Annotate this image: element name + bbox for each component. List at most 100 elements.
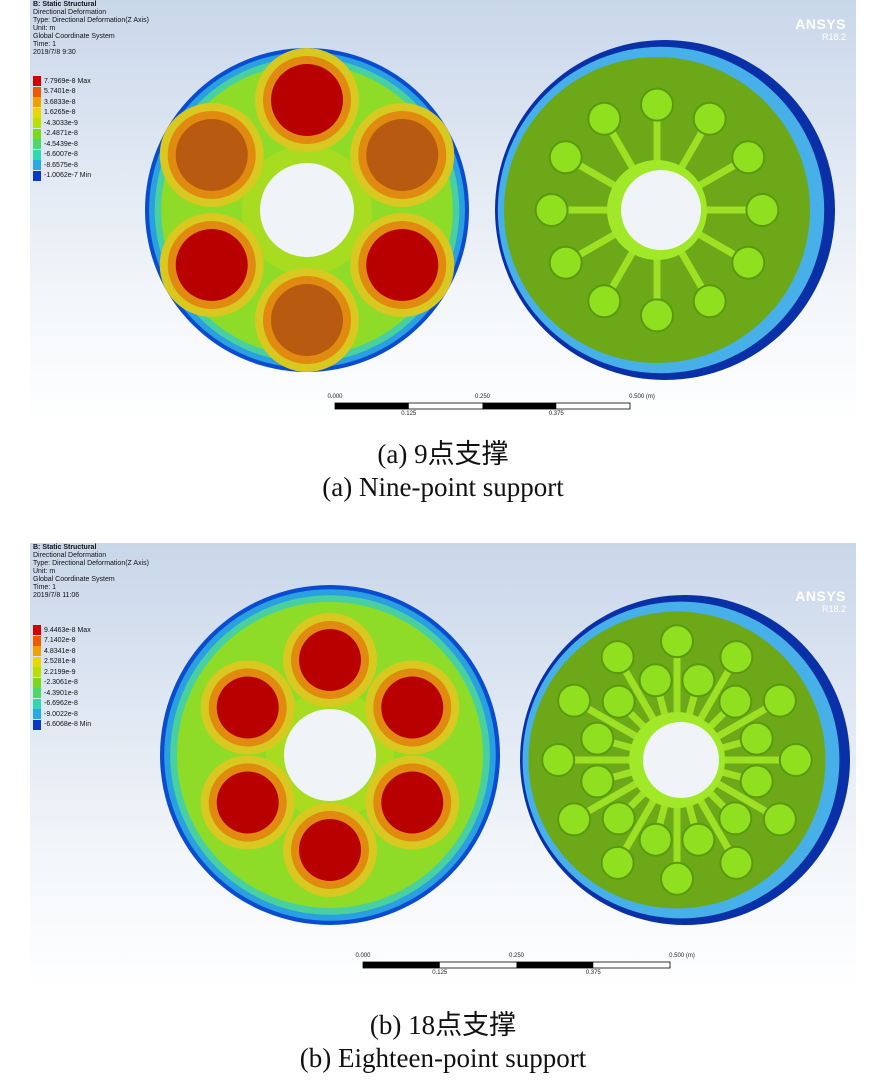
legend-label: -8.6575e-8 <box>44 161 78 169</box>
header-line: Global Coordinate System <box>33 576 115 583</box>
support-pad <box>640 298 674 333</box>
legend-swatch <box>33 139 41 150</box>
caption-en: (a) Nine-point support <box>322 472 564 502</box>
legend-row: -2.4871e-8 <box>33 128 91 140</box>
scale-label: 0.375 <box>585 970 601 976</box>
caption-cn: (b) 18点支撑 <box>369 1010 517 1040</box>
contour-band <box>216 676 279 739</box>
legend-label: 1.6265e-8 <box>44 109 76 117</box>
contour-band <box>271 64 343 136</box>
legend-label: -4.3901e-8 <box>44 689 78 697</box>
support-pad <box>580 764 615 799</box>
header-line: Time: 1 <box>33 41 57 48</box>
contour-plot <box>145 40 835 410</box>
caption-en: (b) Eighteen-point support <box>299 1043 587 1073</box>
scale-bar <box>482 403 557 409</box>
legend-swatch <box>33 709 41 720</box>
legend-row: -2.3061e-8 <box>33 677 91 689</box>
support-pad <box>541 743 576 777</box>
header-line: Type: Directional Deformation(Z Axis) <box>33 560 149 567</box>
support-pad <box>660 624 694 659</box>
legend-label: -2.3061e-8 <box>44 679 78 687</box>
support-pad <box>638 822 673 857</box>
legend-row: 2.5281e-8 <box>33 656 91 668</box>
header-line: Type: Directional Deformation(Z Axis) <box>33 17 149 24</box>
scale-bar <box>363 962 440 968</box>
support-pad <box>718 684 753 719</box>
legend-swatch <box>33 656 41 667</box>
support-pad <box>739 721 774 756</box>
support-pad <box>731 245 766 280</box>
scale-label: 0.000 <box>355 953 371 959</box>
legend-swatch <box>33 667 41 678</box>
contour-band <box>366 229 439 301</box>
legend-row: -4.5439e-8 <box>33 139 91 150</box>
legend-swatch <box>33 719 41 730</box>
legend-row: 1.6265e-8 <box>33 107 91 119</box>
support-pad <box>692 101 727 136</box>
header: B: Static Structural Directional Deformat… <box>33 1 149 57</box>
support-pad <box>587 284 622 319</box>
contour-plot <box>160 585 850 969</box>
legend-swatch <box>33 107 41 118</box>
scale-label: 0.500 (m) <box>629 394 655 400</box>
support-pad <box>601 801 636 836</box>
legend-label: 3.6833e-8 <box>44 98 76 106</box>
header-line: B: Static Structural <box>33 544 97 551</box>
center-hole <box>284 709 376 801</box>
contour-band <box>299 629 361 691</box>
logo: ANSYS R18.2 <box>795 16 846 42</box>
support-pad <box>587 101 622 136</box>
caption-cn: (a) 9点支撑 <box>377 439 509 469</box>
scale-label: 0.000 <box>327 394 343 400</box>
result-panel: 0.000 0.250 0.500 (m) 0.125 0.375 B: Static S… <box>30 543 856 990</box>
scale-label: 0.500 (m) <box>669 953 695 959</box>
legend-row: 3.6833e-8 <box>33 97 91 108</box>
support-pad <box>660 861 694 896</box>
scale-label: 0.125 <box>432 970 448 976</box>
support-pad <box>640 87 674 122</box>
header-line: Time: 1 <box>33 584 57 591</box>
legend-swatch <box>33 635 41 646</box>
legend-label: 2.5281e-8 <box>44 658 76 666</box>
logo-name: ANSYS <box>795 588 846 604</box>
legend-swatch <box>33 97 41 108</box>
scale-label: 0.375 <box>548 411 564 417</box>
legend-label: -4.5439e-8 <box>44 140 78 148</box>
support-pad <box>548 245 583 280</box>
contour-band <box>175 229 248 301</box>
center-hole <box>643 722 719 798</box>
support-pad <box>600 845 635 880</box>
support-pad <box>600 640 635 675</box>
legend-row: -6.6007e-8 <box>33 149 91 161</box>
legend-row: -4.3901e-8 <box>33 688 91 699</box>
header-line: Global Coordinate System <box>33 33 115 40</box>
support-pad <box>731 140 766 175</box>
support-pad <box>580 721 615 756</box>
contour-band <box>381 676 444 739</box>
legend-label: -6.6962e-8 <box>44 700 78 708</box>
legend-swatch <box>33 160 41 171</box>
header-line: Unit: m <box>33 25 56 32</box>
support-pad <box>692 284 727 319</box>
scale-label: 0.125 <box>401 411 417 417</box>
support-pad <box>557 683 592 718</box>
support-pad <box>762 802 797 837</box>
legend-swatch <box>33 677 41 688</box>
legend-label: -1.0062e-7 Min <box>44 172 92 180</box>
scale-bar <box>335 403 409 409</box>
support-pad <box>534 193 569 227</box>
contour-band <box>271 284 343 356</box>
legend-swatch <box>33 86 41 97</box>
center-hole <box>621 170 701 250</box>
support-pad <box>719 845 754 880</box>
legend-swatch <box>33 688 41 699</box>
legend-label: -6.6068e-8 Min <box>44 721 92 729</box>
legend-swatch <box>33 170 41 181</box>
contour-band <box>299 819 361 881</box>
header-line: Directional Deformation <box>33 9 107 16</box>
support-pad <box>762 683 797 718</box>
legend-label: 5.7401e-8 <box>44 88 76 96</box>
legend-label: 2.2199e-9 <box>44 668 76 676</box>
